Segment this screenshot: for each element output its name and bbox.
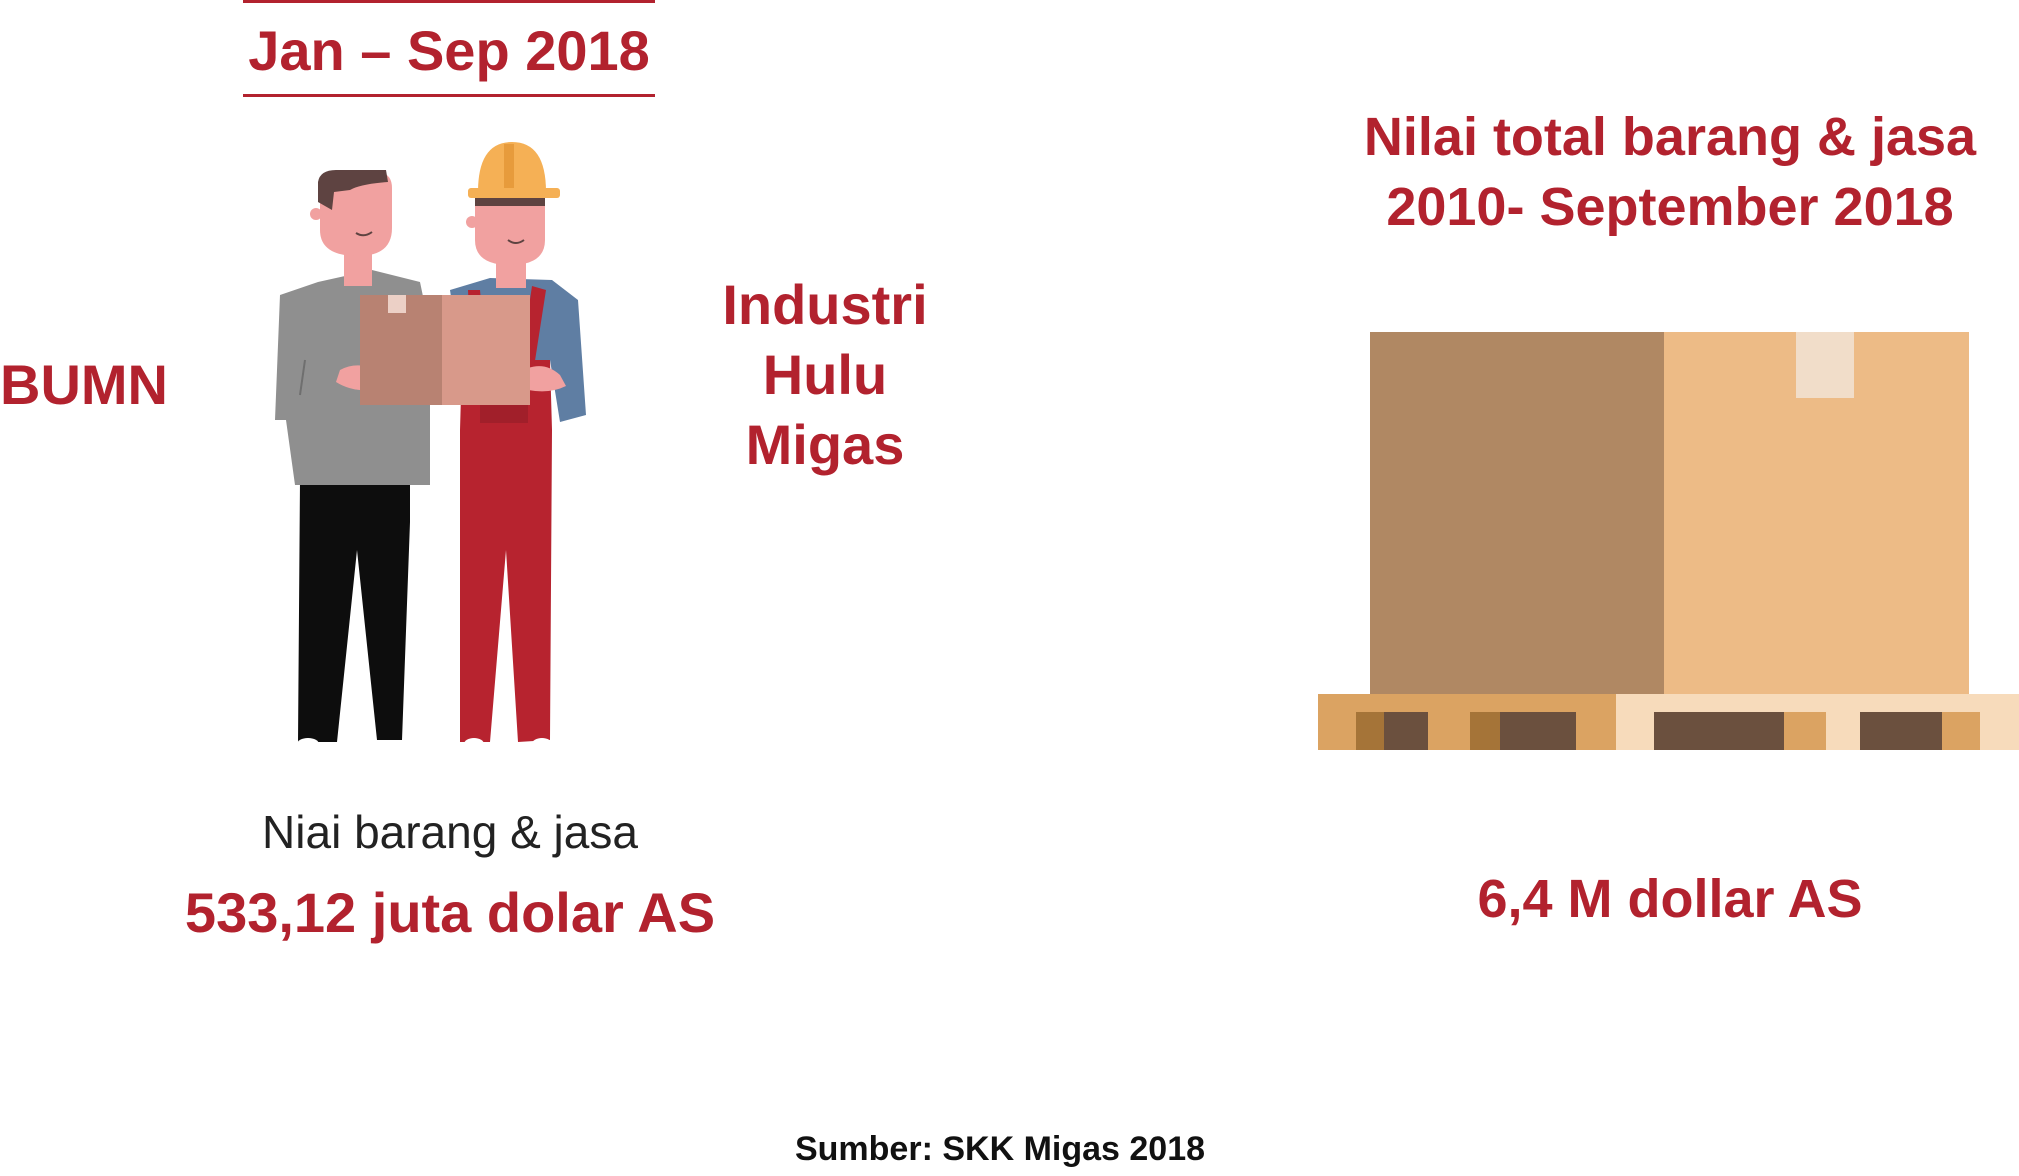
hulu-line: Hulu bbox=[762, 343, 888, 406]
cardboard-box-icon bbox=[360, 295, 530, 405]
goods-value-caption: Niai barang & jasa bbox=[262, 806, 638, 858]
industri-line: Industri bbox=[722, 273, 928, 336]
workers-illustration bbox=[275, 142, 586, 750]
migas-line: Migas bbox=[745, 413, 905, 476]
bumn-label: BUMN bbox=[0, 353, 168, 416]
oil-worker-figure bbox=[450, 142, 586, 750]
pallet-box-icon bbox=[1318, 332, 2019, 750]
industri-hulu-migas-label: Industri Hulu Migas bbox=[705, 270, 945, 480]
total-value-amount: 6,4 M dollar AS bbox=[1477, 869, 1863, 929]
goods-value-amount: 533,12 juta dolar AS bbox=[184, 881, 716, 944]
total-value-title: Nilai total barang & jasa 2010- Septembe… bbox=[1300, 102, 2019, 242]
period-bottom-rule bbox=[243, 94, 655, 97]
period-top-rule bbox=[243, 0, 655, 3]
office-worker-figure bbox=[275, 170, 430, 750]
total-title-line1: Nilai total barang & jasa bbox=[1363, 107, 1977, 167]
total-title-line2: 2010- September 2018 bbox=[1386, 177, 1954, 237]
source-note: Sumber: SKK Migas 2018 bbox=[794, 1130, 1206, 1168]
period-label: Jan – Sep 2018 bbox=[248, 19, 650, 82]
